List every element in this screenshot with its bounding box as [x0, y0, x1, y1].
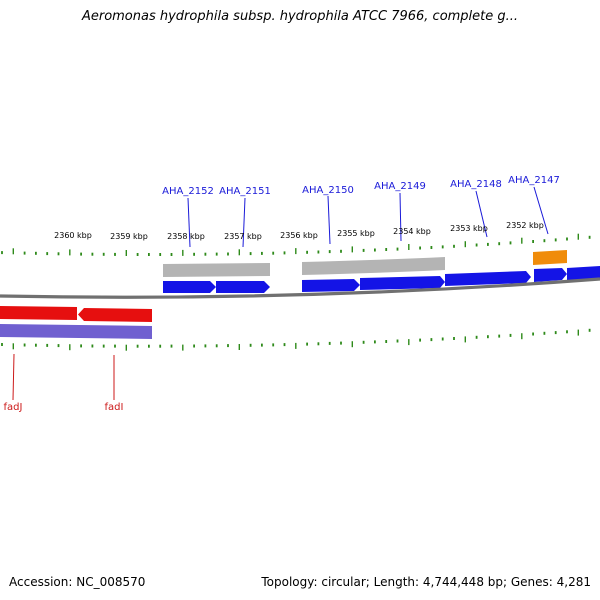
gray-feature-1[interactable]: [163, 263, 270, 277]
feature-label-fadj: fadJ: [4, 402, 23, 413]
outer-tick-ring: [1, 233, 591, 256]
gene-label-aha-2147: AHA_2147: [508, 175, 560, 186]
cds-arrow-aha-2148[interactable]: [445, 271, 531, 286]
gene-leader-lines: [187, 186, 549, 248]
feature-label-fadi: fadI: [105, 402, 124, 413]
topology-text: Topology: circular; Length: 4,744,448 bp…: [261, 575, 591, 589]
cds-arrow-aha-2147[interactable]: [534, 268, 567, 282]
scale-label-2357: 2357 kbp: [224, 232, 262, 241]
gray-feature-2[interactable]: [302, 257, 445, 275]
cds-arrow-aha-2149[interactable]: [360, 276, 445, 290]
map-title: Aeromonas hydrophila subsp. hydrophila A…: [81, 9, 519, 24]
gene-label-aha-2149: AHA_2149: [374, 181, 426, 192]
gene-label-aha-2150: AHA_2150: [302, 185, 354, 196]
cds-arrow-next[interactable]: [567, 266, 600, 281]
scale-label-2353: 2353 kbp: [450, 224, 488, 233]
scale-label-2358: 2358 kbp: [167, 232, 205, 241]
scale-label-2355: 2355 kbp: [337, 229, 375, 238]
genome-backbone: [0, 277, 600, 299]
cds-arrow-aha-2150[interactable]: [302, 279, 360, 292]
inner-tick-ring: [1, 328, 591, 351]
scale-label-2354: 2354 kbp: [393, 227, 431, 236]
gene-label-aha-2151: AHA_2151: [219, 186, 271, 197]
orange-feature[interactable]: [533, 250, 567, 265]
gene-label-aha-2148: AHA_2148: [450, 179, 502, 190]
scale-label-2352: 2352 kbp: [506, 221, 544, 230]
cds-arrow-fadj[interactable]: [0, 306, 77, 320]
purple-track: [0, 324, 152, 339]
scale-label-2356: 2356 kbp: [280, 231, 318, 240]
gene-label-aha-2152: AHA_2152: [162, 186, 214, 197]
scale-label-2359: 2359 kbp: [110, 232, 148, 241]
cds-arrow-aha-2152[interactable]: [163, 281, 216, 293]
accession-text: Accession: NC_008570: [9, 575, 146, 589]
feature-leader-lines: [12, 353, 115, 401]
cds-arrow-fadi[interactable]: [78, 308, 152, 322]
cds-arrow-aha-2151[interactable]: [216, 281, 270, 293]
scale-label-2360: 2360 kbp: [54, 231, 92, 240]
